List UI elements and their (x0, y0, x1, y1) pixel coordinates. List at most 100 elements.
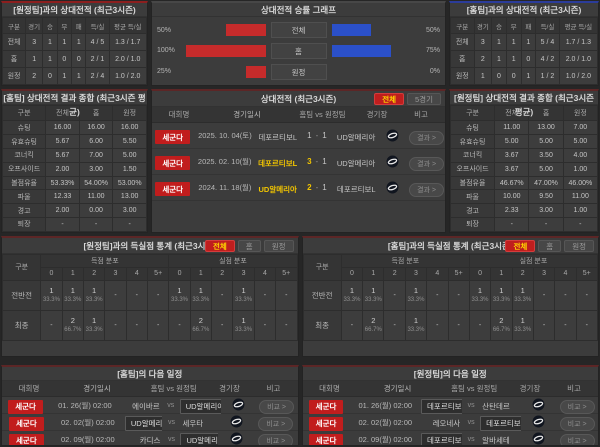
cell-value: 3.50 (528, 148, 564, 163)
cell-value: 1 (56, 33, 73, 51)
goals-cell: 1 33.3% (362, 279, 385, 311)
table-row: 전반전 1 33.3% 1 33.3% -1 33.3% - -1 33.3% 1 33.3% 1 33.… (302, 279, 599, 311)
home-winrate-value: 25% (157, 68, 172, 76)
bin-header: 3 (404, 266, 428, 281)
column-header: 평균 득/실 (558, 17, 598, 34)
away-team-cell: UD알메리아 (335, 153, 378, 171)
row-head-to-head: [원정팀]과의 상대전적 (최근3시즌) 구분 경기 승 무 패 득/실 평균 득/실 전체 3… (1, 1, 599, 87)
vs-label: vs (467, 418, 475, 426)
panel-stats-away: [원정팀] 상대전적 결과 종합 (최근3시즌 평균) 구분 전체 홈 원정 슈팅 11.… (449, 89, 599, 233)
filter-button[interactable]: 전체 (204, 239, 235, 252)
stadium-icon[interactable] (386, 155, 399, 168)
goal-percent: 66.7% (192, 327, 210, 334)
home-team-cell: 데포르티보L (421, 396, 463, 414)
compare-button[interactable]: 비교 > (258, 417, 294, 431)
away-winrate-value: 50% (425, 26, 440, 34)
stadium-icon[interactable] (232, 398, 245, 411)
column-header: 비고 (266, 384, 281, 393)
result-button[interactable]: 결과 > (409, 130, 445, 145)
filter-button[interactable]: 전체 (374, 93, 405, 106)
goal-count: 1 (92, 316, 97, 326)
bin-header: 0 (340, 266, 364, 281)
result-button[interactable]: 결과 > (409, 156, 445, 171)
filter-button[interactable]: 5경기 (407, 93, 441, 106)
league-badge: 세군다 (155, 130, 191, 145)
compare-button[interactable]: 비교 > (559, 417, 595, 431)
winrate-row: 100% 홈 75% (157, 41, 440, 60)
bin-header: 3 (232, 266, 255, 281)
group-header: 실점 분포 (468, 253, 599, 268)
goal-count: 1 (198, 286, 203, 296)
goals-cell: - (575, 309, 599, 341)
cell-value: 0 (491, 67, 507, 85)
league-cell: 세군다 (152, 127, 193, 145)
cell-value: 1.0 / 2.0 (108, 67, 147, 85)
cell-value: 7.00 (562, 120, 598, 136)
result-button[interactable]: 결과 > (409, 182, 445, 197)
column-header: 경기장 (366, 110, 388, 120)
column-header: 구분 (1, 253, 42, 281)
bin-header: 4 (125, 266, 149, 281)
schedule-row: 세군다 01. 26(월) 02:00 데포르티보L vs 산탄데르 비교 > (302, 396, 598, 414)
away-team-cell: UD알메리아 (335, 127, 378, 145)
table-row: 퇴장 - - - (450, 217, 598, 232)
stadium-icon[interactable] (230, 432, 243, 445)
score-separator: - (315, 183, 319, 193)
cell-value: 16.00 (78, 120, 114, 136)
column-header: 경기일시 (83, 384, 111, 393)
cell-value: 5.00 (528, 161, 564, 177)
match-row: 세군다 2025. 02. 10(월) 데포르티보L 3-1 UD알메리아 결과 > (152, 149, 445, 176)
cell-value: 1.50 (112, 161, 147, 177)
stadium-icon[interactable] (230, 415, 243, 428)
column-header: 경기일시 (383, 384, 412, 393)
action-cell: 결과 > (408, 179, 445, 197)
panel-title: [홈팀]과의 상대전적 (최근3시즌) (450, 3, 598, 17)
bin-header: 0 (40, 266, 63, 281)
away-winrate-track (331, 44, 412, 57)
bin-header: 4 (426, 266, 449, 281)
goals-cell: - (40, 309, 63, 341)
goals-cell: 1 33.3% (511, 279, 534, 311)
filter-button[interactable]: 원정 (263, 239, 294, 252)
goals-cell: - (146, 309, 170, 341)
stadium-icon[interactable] (386, 129, 399, 142)
cell-value: 1 (71, 67, 87, 85)
compare-button[interactable]: 비교 > (559, 434, 595, 445)
goals-cell: 1 33.3% (168, 279, 191, 311)
compare-button[interactable]: 비교 > (258, 434, 294, 445)
home-winrate-track (186, 24, 266, 37)
table-row: 파울 12.33 11.00 13.00 (2, 189, 147, 205)
stadium-icon[interactable] (386, 181, 399, 194)
row-label: 유효슈팅 (450, 134, 496, 150)
table-header-row: 구분 전체 홈 원정 (2, 105, 147, 122)
filter-button[interactable]: 홈 (538, 239, 562, 252)
filter-button[interactable]: 전체 (505, 239, 536, 252)
h2h-away-table: 구분 경기 승 무 패 득/실 평균 득/실 전체 3 1 1 1 5 / 4 1.7 / 1.3 홈 2 1 1… (450, 17, 598, 85)
history-title-bar: 상대전적 (최근3시즌) 전체 5경기 (152, 91, 445, 108)
compare-button[interactable]: 비교 > (559, 400, 595, 414)
home-winrate-bar (225, 24, 266, 37)
away-team-name: 데포르티보L (480, 416, 522, 431)
goal-percent: 33.3% (514, 297, 532, 304)
panel-h2h-history: 상대전적 (최근3시즌) 전체 5경기 대회명 경기일시 홈팀 vs 원정팀 경기장 비고… (151, 89, 446, 233)
cell-value: 2 (473, 50, 493, 68)
goals-cell: - (426, 279, 449, 311)
home-team-name: 카디스 (139, 436, 161, 445)
home-winrate-track (186, 44, 266, 57)
column-header: 구분 (302, 253, 342, 281)
row-label: 오프사이드 (450, 161, 496, 177)
row-label: 슈팅 (2, 120, 47, 136)
table-row: 오프사이드 2.00 3.00 1.50 (2, 161, 147, 177)
filter-button[interactable]: 원정 (564, 239, 594, 252)
stadium-icon[interactable] (532, 415, 545, 428)
row-label: 최종 (302, 309, 342, 341)
goals-cell: - (575, 279, 599, 311)
cell-value: 10.00 (494, 189, 530, 205)
table-header-row: 구분 경기 승 무 패 득/실 평균 득/실 (450, 17, 598, 34)
filter-button[interactable]: 홈 (237, 239, 261, 252)
stadium-icon[interactable] (532, 398, 545, 411)
compare-button[interactable]: 비교 > (259, 400, 295, 414)
home-team-name: 에이바르 (132, 402, 160, 411)
cell-value: - (112, 217, 147, 232)
stadium-icon[interactable] (532, 432, 545, 445)
